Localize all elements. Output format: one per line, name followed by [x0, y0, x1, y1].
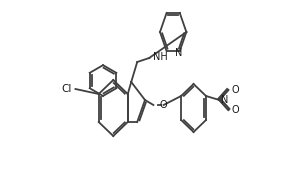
- Text: N: N: [175, 48, 182, 58]
- Text: NH: NH: [153, 52, 168, 62]
- Text: N: N: [221, 95, 229, 105]
- Text: O: O: [231, 85, 239, 95]
- Text: O: O: [160, 100, 167, 110]
- Text: Cl: Cl: [62, 84, 72, 94]
- Text: O: O: [231, 105, 239, 115]
